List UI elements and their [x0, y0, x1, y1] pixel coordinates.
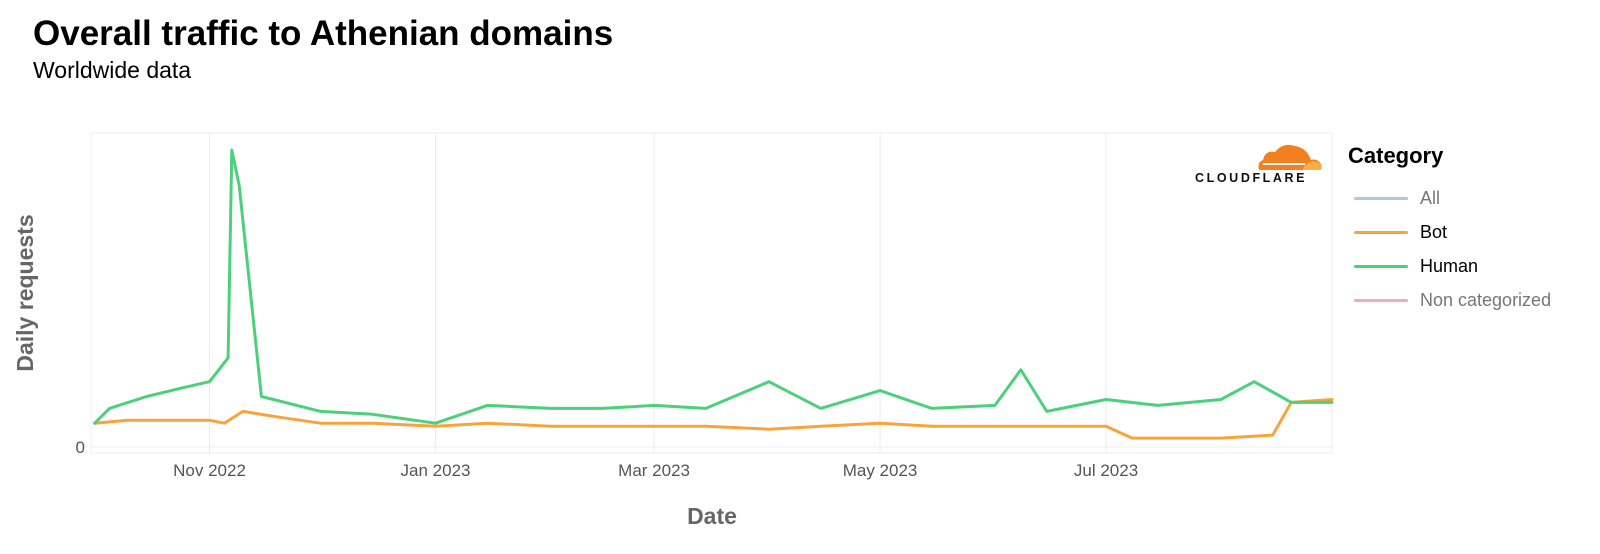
chart-title: Overall traffic to Athenian domains — [33, 14, 614, 53]
logo-wordmark: CLOUDFLARE — [1195, 171, 1308, 185]
plot-background — [90, 132, 1333, 454]
legend-swatch-all — [1354, 196, 1408, 200]
x-axis-title: Date — [687, 503, 737, 529]
chart-subtitle: Worldwide data — [33, 57, 192, 83]
legend-label-bot: Bot — [1420, 221, 1448, 242]
x-tick-label: Nov 2022 — [173, 461, 246, 480]
legend-label-human: Human — [1420, 255, 1479, 276]
x-tick-label: Jan 2023 — [401, 461, 471, 480]
y-axis-title: Daily requests — [12, 214, 38, 371]
cloudflare-cloud-icon — [1258, 144, 1322, 170]
cloudflare-logo: CLOUDFLARE — [1195, 140, 1323, 188]
legend-swatch-bot — [1354, 230, 1408, 234]
x-tick-label: May 2023 — [843, 461, 918, 480]
x-tick-label: Jul 2023 — [1074, 461, 1138, 480]
legend-item-human[interactable]: Human — [1348, 249, 1551, 283]
legend-item-all[interactable]: All — [1348, 181, 1551, 215]
series-line-bot[interactable] — [93, 398, 1334, 440]
x-tick-label: Mar 2023 — [618, 461, 690, 480]
y-tick-labels: 0 — [76, 438, 85, 457]
legend-item-bot[interactable]: Bot — [1348, 215, 1551, 249]
legend-label-non-categorized: Non categorized — [1420, 289, 1552, 310]
grid-lines — [91, 133, 1332, 453]
series-lines — [93, 148, 1334, 440]
legend-swatch-human — [1354, 264, 1408, 268]
y-tick-label: 0 — [76, 438, 85, 457]
x-tick-labels: Nov 2022 Jan 2023 Mar 2023 May 2023 Jul 2023 — [173, 461, 1138, 480]
legend-swatch-non-categorized — [1354, 298, 1408, 302]
legend-title: Category — [1348, 143, 1444, 168]
legend-item-non-categorized[interactable]: Non categorized — [1348, 283, 1551, 317]
series-line-human[interactable] — [93, 148, 1334, 425]
legend-label-all: All — [1420, 187, 1441, 208]
legend: Category All Bot Human Non categorized — [1348, 143, 1551, 317]
